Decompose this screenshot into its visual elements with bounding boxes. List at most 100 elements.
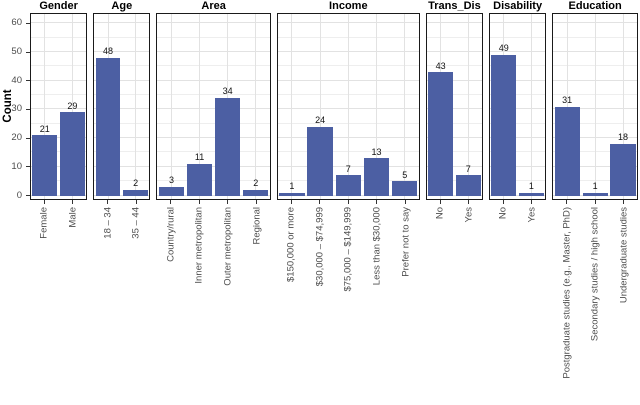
gridline (490, 194, 546, 196)
gridline (404, 14, 406, 199)
gridline (426, 65, 483, 67)
facet-trans-dis: Trans_Dis 43 7 No Yes (425, 0, 484, 403)
gridline (31, 36, 87, 38)
bar-value-label: 48 (102, 46, 114, 57)
bar-no (428, 72, 454, 196)
x-category-label: Undergraduate studies (618, 207, 630, 304)
bar-male (59, 112, 85, 196)
gridline (94, 36, 150, 38)
y-tick-label: 50 (11, 46, 22, 57)
facet-disability: Disability 49 1 No Yes (489, 0, 547, 403)
gridline (490, 51, 546, 52)
gridline (94, 22, 150, 24)
x-category-label: Yes (526, 207, 538, 223)
x-tick-mark (290, 200, 292, 204)
x-tick-mark (319, 200, 321, 204)
x-category-label: $30,000 – $74,999 (314, 207, 326, 287)
gridline (94, 108, 150, 110)
panel: 21 29 (30, 13, 88, 200)
bar-outer-metropolitan (215, 97, 241, 196)
gridline (490, 137, 546, 139)
gridline (157, 180, 270, 182)
bar-value-label: 13 (371, 146, 382, 157)
strip-label: Area (201, 0, 226, 12)
gridline (135, 14, 137, 199)
gridline (426, 94, 483, 96)
gridline (622, 14, 624, 199)
x-category-label: Outer metropolitan (222, 207, 234, 286)
x-tick-mark (72, 200, 74, 204)
gridline (94, 79, 150, 81)
x-category-label: $75,000 – $149,999 (342, 207, 354, 292)
gridline (31, 137, 87, 139)
gridline (157, 194, 270, 196)
gridline (157, 151, 270, 153)
gridline (426, 122, 483, 124)
gridline (319, 14, 321, 199)
gridline (31, 65, 87, 67)
x-tick-mark (170, 200, 172, 204)
x-category-label: Inner metropolitan (193, 207, 205, 284)
facet-area: Area 3 11 34 2 Country/rural Inner metropolita… (156, 0, 271, 403)
y-tick-mark (26, 51, 30, 53)
panel: 1 24 7 13 5 (276, 13, 420, 200)
bar-value-label: 49 (498, 43, 509, 54)
gridline (31, 180, 87, 182)
gridline (426, 79, 483, 81)
gridline (347, 14, 349, 199)
x-category-label: Less than $30,000 (371, 207, 383, 286)
facet-age: Age 48 2 18 – 34 35 – 44 (93, 0, 151, 403)
bar-value-label: 24 (315, 115, 326, 126)
gridline (376, 14, 377, 199)
y-tick-label: 30 (11, 103, 22, 115)
x-labels: No Yes (489, 204, 546, 403)
gridline (426, 165, 483, 167)
x-tick-mark (376, 200, 378, 204)
x-tick-mark (198, 200, 200, 204)
gridline (426, 137, 483, 139)
x-ticks (277, 200, 420, 204)
panel: 48 2 (93, 13, 151, 200)
x-category-label: Prefer not to say (400, 207, 411, 277)
gridline (170, 14, 172, 199)
gridline (31, 22, 87, 24)
y-tick-label: 40 (11, 74, 22, 86)
strip-label: Disability (493, 0, 543, 12)
gridline (490, 79, 546, 81)
x-ticks (552, 200, 638, 204)
bar-yes (518, 192, 544, 196)
bar-inner-metropolitan (186, 163, 213, 196)
gridline (426, 151, 483, 153)
facet-education: Education 31 1 18 Postgraduate studies (e.g.… (552, 0, 639, 403)
x-tick-mark (439, 200, 441, 204)
x-ticks (30, 200, 87, 204)
x-tick-mark (468, 200, 470, 204)
x-labels: Country/rural Inner metropolitan Outer met… (156, 204, 270, 403)
bar-value-label: 7 (345, 163, 351, 174)
bar-yes (455, 175, 481, 196)
bar-value-label: 18 (618, 132, 629, 143)
bar-female (32, 135, 58, 196)
gridline (71, 14, 73, 199)
gridline (94, 180, 150, 182)
x-labels: $150,000 or more $30,000 – $74,999 $75,000… (277, 204, 420, 403)
x-category-label: No (434, 207, 446, 220)
x-labels: 18 – 34 35 – 44 (93, 204, 150, 403)
panel: 49 1 (489, 13, 547, 200)
x-tick-mark (43, 200, 45, 204)
gridline (157, 122, 270, 124)
y-tick-label: 0 (16, 189, 22, 201)
gridline (31, 79, 87, 81)
x-category-label: No (497, 207, 509, 220)
gridline (157, 65, 270, 67)
gridline (94, 194, 150, 196)
gridline (199, 14, 201, 199)
gridline (530, 14, 532, 199)
y-tick-label: 10 (11, 160, 22, 172)
y-tick-mark (26, 166, 30, 168)
gridline (255, 14, 257, 199)
y-tick-mark (26, 22, 30, 24)
gridline (94, 137, 150, 139)
strip-label: Income (329, 0, 368, 12)
x-tick-mark (347, 200, 349, 204)
